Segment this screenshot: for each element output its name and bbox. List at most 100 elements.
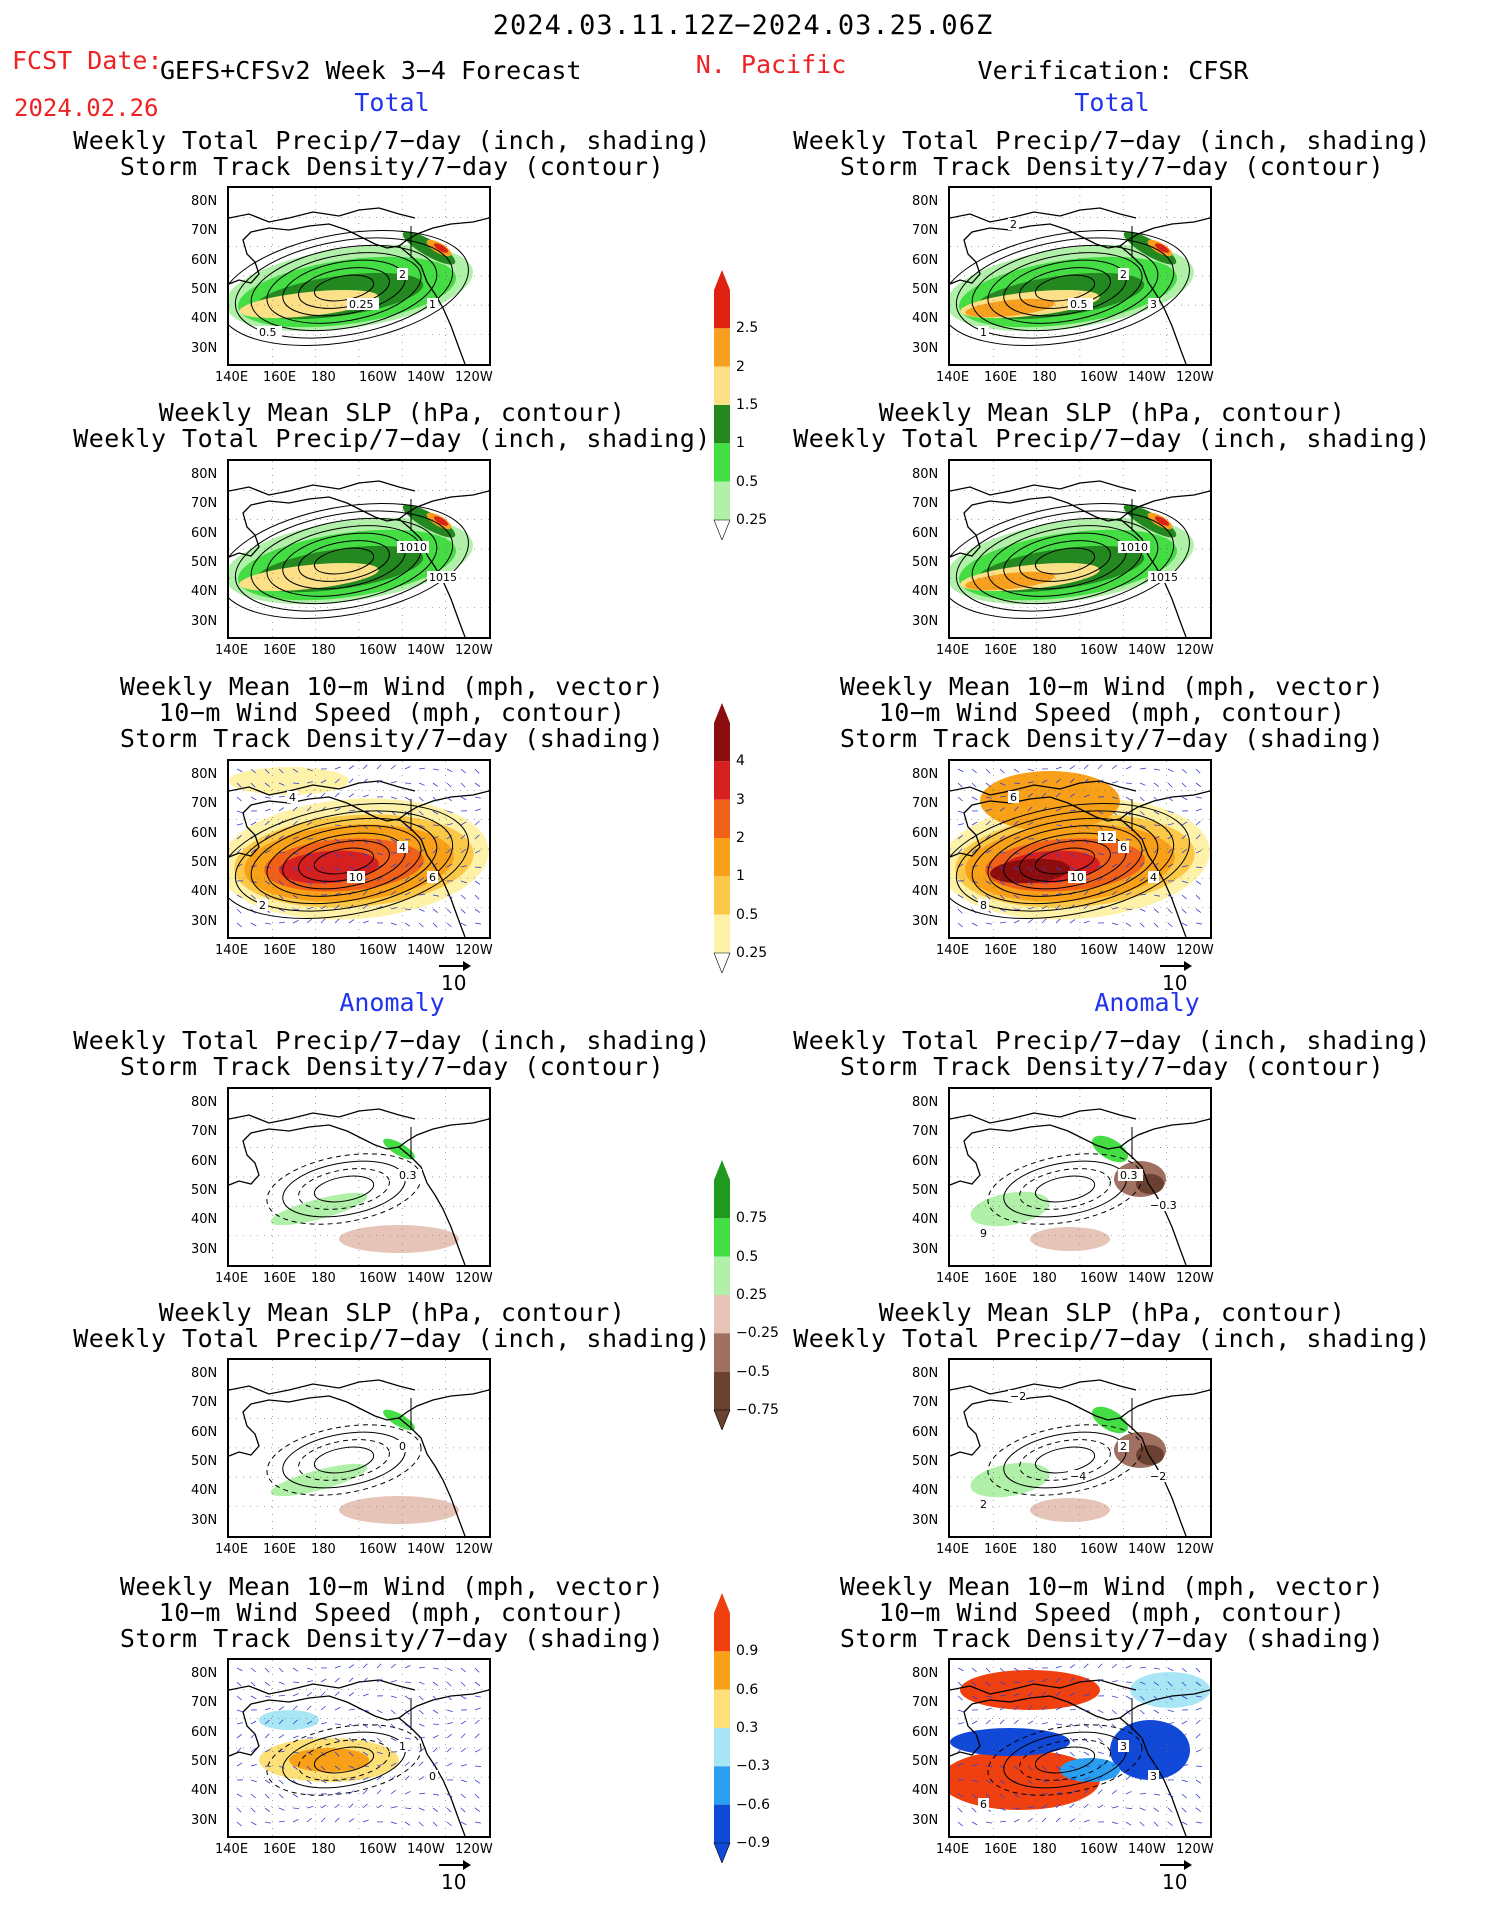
lat-tick-label: 60N [191, 1153, 218, 1169]
lon-tick-label: 120W [455, 370, 493, 385]
panel-title-line: Storm Track Density/7−day (shading) [119, 1624, 665, 1653]
coastline [229, 1108, 489, 1265]
map-svg: 10 [229, 1660, 489, 1836]
coastline [950, 1108, 1210, 1265]
lon-tick-label: 120W [1176, 1542, 1214, 1557]
colorbar-top-arrow [714, 1160, 730, 1180]
colorbar-label: 0.25 [736, 1287, 768, 1303]
model-title: GEFS+CFSv2 Week 3−4 Forecast [160, 56, 582, 85]
contour-label: 4 [399, 841, 406, 854]
lon-tick-label: 140E [215, 1842, 249, 1857]
colorbar-segment [714, 443, 730, 482]
lon-tick-label: 120W [455, 943, 493, 958]
colorbar-segment [714, 1256, 730, 1295]
contour-layer [229, 802, 469, 920]
lat-tick-label: 70N [191, 1395, 218, 1411]
lat-tick-label: 40N [191, 1783, 218, 1799]
lat-tick-label: 80N [912, 1095, 939, 1110]
shading-layer [970, 1135, 1166, 1251]
colorbar-svg [713, 1160, 731, 1431]
contour-label-bg [1148, 871, 1159, 883]
contour-label: 4 [289, 791, 296, 804]
lon-tick-label: 160W [1080, 643, 1118, 658]
lat-tick-label: 80N [191, 1666, 218, 1681]
colorbar-top-arrow [714, 703, 730, 723]
colorbar-segment [714, 1728, 730, 1767]
storm-shade-north [980, 771, 1120, 831]
lat-tick-label: 30N [912, 913, 939, 929]
lon-tick-label: 140E [215, 370, 249, 385]
panel-title-line: Storm Track Density/7−day (shading) [839, 1624, 1385, 1653]
contour-label-bg [978, 1498, 989, 1510]
vector-reference-arrowhead [1184, 1860, 1192, 1870]
lat-tick-label: 80N [191, 767, 218, 782]
lon-tick-label: 180 [311, 1842, 336, 1857]
lat-tick-label: 50N [912, 1753, 939, 1769]
panel-title-line: Weekly Mean SLP (hPa, contour) [158, 398, 626, 427]
colorbar-label: 0.6 [736, 1681, 759, 1698]
shading-layer [950, 1660, 1210, 1836]
contour-label-bg [397, 1740, 408, 1752]
lon-tick-label: 120W [455, 1842, 493, 1857]
lat-tick-label: 40N [912, 884, 939, 900]
colorbar-segment [714, 838, 730, 877]
colorbar-segment [714, 328, 730, 367]
contour-label-bg [1148, 571, 1180, 583]
lon-tick-label: 160E [984, 643, 1018, 658]
contour-label-bg [1118, 541, 1150, 553]
contour-label: 1015 [429, 571, 457, 584]
colorbar-precip_total: 2.5 2 1.5 1 0.5 0.25 [712, 270, 767, 544]
contour-label-bg [1008, 1390, 1026, 1402]
lon-tick-label: 160E [263, 1271, 297, 1286]
lat-tick-label: 50N [912, 1453, 939, 1469]
lat-tick-label: 40N [912, 1783, 939, 1799]
panel-title-line: Weekly Mean SLP (hPa, contour) [878, 398, 1346, 427]
colorbar-segment [714, 1371, 730, 1410]
map-svg: 2 1 0.5 0.25 [229, 188, 489, 364]
lat-tick-label: 30N [191, 1241, 218, 1257]
anom-shade-darkbrown [1136, 1445, 1164, 1465]
lat-tick-label: 70N [191, 223, 218, 239]
contour-label: 10 [1070, 871, 1084, 884]
contour-label-bg [397, 1169, 422, 1181]
contour-label: 1010 [1120, 541, 1148, 554]
contour-label-bg [427, 571, 459, 583]
vector-reference-arrow [1160, 965, 1190, 967]
contour-label-bg [978, 326, 989, 338]
lon-tick-label: 160W [1080, 1542, 1118, 1557]
lon-tick-label: 140W [407, 643, 445, 658]
colorbar-svg [713, 1593, 731, 1864]
wind-vectors [957, 1663, 1203, 1827]
contour-label: −2 [1010, 1390, 1026, 1403]
colorbar-label: −0.75 [736, 1402, 779, 1418]
lat-tick-label: 30N [912, 1812, 939, 1828]
lat-tick-label: 30N [191, 613, 218, 629]
lat-tick-label: 30N [191, 1512, 218, 1528]
colorbar-label: −0.5 [736, 1363, 770, 1380]
contour-label: 0.25 [349, 298, 374, 311]
vector-reference-arrow [439, 965, 469, 967]
lon-tick-label: 180 [311, 643, 336, 658]
lon-tick-label: 160W [1080, 1842, 1118, 1857]
contour-layer [229, 502, 469, 620]
lon-tick-label: 180 [1032, 1842, 1057, 1857]
contour-label-bg [1008, 218, 1019, 230]
lon-tick-label: 160W [359, 1271, 397, 1286]
panel-title-line: Weekly Total Precip/7−day (inch, shading… [73, 1324, 711, 1353]
lat-tick-label: 80N [912, 1366, 939, 1381]
vector-reference-arrowhead [463, 961, 471, 971]
wind-vectors [957, 764, 1203, 928]
colorbar-label: 1 [736, 435, 745, 452]
contour-label: 0.5 [259, 326, 277, 339]
colorbar-segment [714, 799, 730, 838]
anom-shade-pink [339, 1496, 459, 1524]
contour-label-bg [1118, 268, 1129, 280]
colorbar-label: 0.5 [736, 1248, 759, 1265]
colorbar-bottom-arrow [713, 1842, 731, 1864]
map-svg: 0 [229, 1360, 489, 1536]
panel-title-line: Weekly Total Precip/7−day (inch, shading… [793, 424, 1431, 453]
map-plot: 0.3 −0.3 9 [948, 1087, 1212, 1267]
lat-tick-label: 40N [912, 1483, 939, 1499]
contour-label: 2 [980, 1498, 987, 1511]
